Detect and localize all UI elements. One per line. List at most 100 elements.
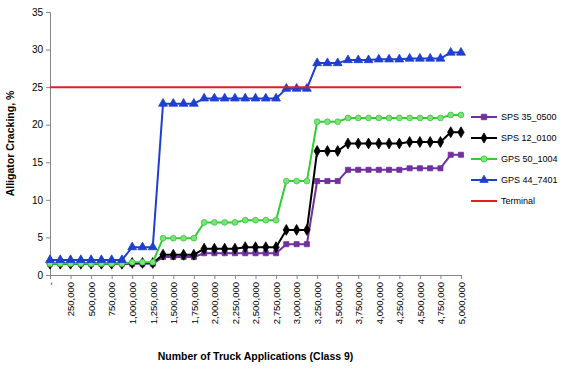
x-tick-label: 3,250,000 — [312, 282, 323, 324]
marker — [261, 93, 270, 101]
marker — [304, 224, 310, 235]
x-tick: 2,250,000 — [230, 275, 241, 324]
marker — [179, 99, 188, 107]
marker — [376, 138, 382, 149]
marker — [180, 249, 186, 260]
y-tick-mark — [46, 50, 50, 51]
marker — [283, 224, 289, 235]
x-tick: 2,500,000 — [250, 275, 261, 324]
marker — [345, 138, 351, 149]
marker — [128, 242, 137, 250]
marker — [232, 220, 238, 226]
marker — [181, 235, 187, 241]
marker — [201, 220, 207, 226]
x-tick-label: 3,750,000 — [353, 282, 364, 324]
marker — [385, 54, 394, 62]
y-tick-mark — [46, 237, 50, 238]
x-tick: 4,000,000 — [374, 275, 385, 324]
x-tick: - — [45, 275, 56, 285]
marker — [406, 137, 412, 148]
marker — [170, 235, 176, 241]
y-tick-mark — [46, 125, 50, 126]
x-tick: 1,500,000 — [168, 275, 179, 324]
marker — [335, 179, 340, 184]
marker — [427, 115, 433, 121]
x-tick: 1,000,000 — [127, 275, 138, 324]
marker — [169, 99, 178, 107]
marker — [284, 242, 289, 247]
legend-label: SPS 35_0500 — [501, 112, 557, 122]
x-tick-label: 4,250,000 — [394, 282, 405, 324]
x-tick-mark — [461, 275, 462, 279]
marker — [117, 255, 126, 263]
x-tick-mark — [91, 275, 92, 279]
marker — [345, 115, 351, 121]
x-tick-label: 3,000,000 — [291, 282, 302, 324]
legend-label: Terminal — [501, 196, 535, 206]
marker — [344, 55, 353, 63]
marker — [396, 115, 402, 121]
x-tick: 3,750,000 — [353, 275, 364, 324]
marker — [417, 137, 423, 148]
marker — [66, 255, 75, 263]
marker — [160, 249, 166, 260]
x-tick: 750,000 — [106, 275, 117, 316]
marker — [407, 166, 412, 171]
x-tick-label: 2,250,000 — [230, 282, 241, 324]
marker — [294, 178, 300, 184]
x-tick-label: 1,500,000 — [168, 282, 179, 324]
marker — [251, 93, 260, 101]
marker — [458, 152, 463, 157]
marker — [396, 138, 402, 149]
x-tick: 1,750,000 — [189, 275, 200, 324]
marker — [140, 259, 146, 265]
x-tick-mark — [420, 275, 421, 279]
y-tick-label: 25 — [32, 82, 44, 93]
y-tick: 10 — [32, 195, 50, 206]
marker — [386, 115, 392, 121]
legend-item: Terminal — [471, 196, 535, 206]
marker — [387, 167, 392, 172]
marker — [448, 127, 454, 138]
marker — [428, 166, 433, 171]
marker — [159, 99, 168, 107]
marker — [220, 93, 229, 101]
legend-label: GPS 50_1004 — [501, 154, 558, 164]
x-tick-label: 1,750,000 — [189, 282, 200, 324]
x-tick-mark — [132, 275, 133, 279]
marker — [210, 93, 219, 101]
marker — [376, 167, 381, 172]
x-tick: 4,250,000 — [394, 275, 405, 324]
plot-area: 05101520253035-250,000500,000750,0001,00… — [32, 7, 467, 325]
marker — [366, 167, 371, 172]
legend-item: GPS 50_1004 — [471, 154, 558, 164]
x-tick-label: 3,500,000 — [333, 282, 344, 324]
marker — [437, 137, 443, 148]
x-tick-label: 5,000,000 — [456, 282, 467, 324]
x-tick-mark — [214, 275, 215, 279]
y-tick-mark — [46, 200, 50, 201]
x-axis: -250,000500,000750,0001,000,0001,250,000… — [45, 275, 467, 324]
legend-item: SPS 12_0100 — [471, 133, 557, 143]
x-tick: 3,000,000 — [291, 275, 302, 324]
marker — [200, 93, 209, 101]
marker — [345, 167, 350, 172]
marker — [355, 138, 361, 149]
marker — [304, 178, 310, 184]
marker — [407, 115, 413, 121]
marker — [325, 119, 331, 125]
marker — [273, 217, 279, 223]
x-tick: 2,750,000 — [271, 275, 282, 324]
marker — [294, 242, 299, 247]
marker — [283, 178, 289, 184]
x-tick-mark — [440, 275, 441, 279]
marker — [272, 93, 281, 101]
marker — [364, 55, 373, 63]
series-line — [50, 155, 461, 264]
marker — [417, 166, 422, 171]
y-tick-label: 20 — [32, 119, 44, 130]
legend-marker — [480, 175, 488, 182]
marker — [448, 112, 454, 118]
marker — [333, 58, 342, 66]
marker — [386, 138, 392, 149]
